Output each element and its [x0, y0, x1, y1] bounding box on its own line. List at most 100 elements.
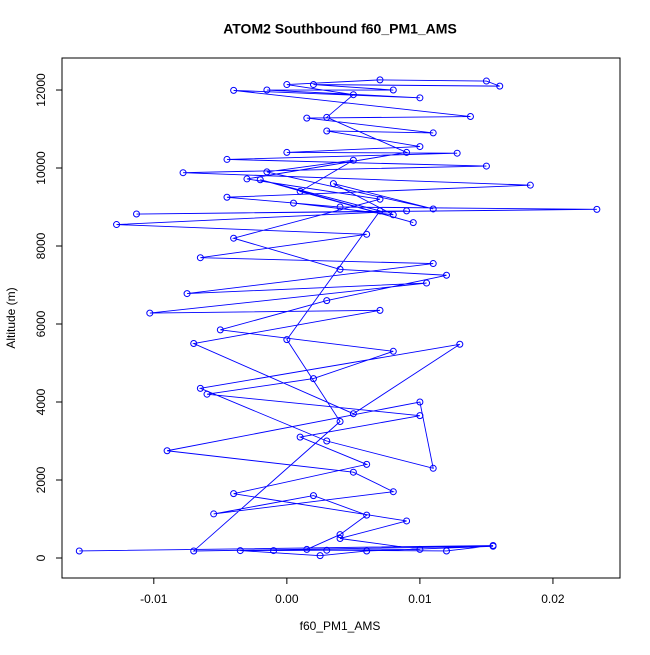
data-point [223, 193, 231, 201]
x-tick-label: -0.01 [140, 592, 168, 606]
data-point [466, 113, 474, 121]
data-point [593, 205, 601, 213]
data-point [389, 86, 397, 94]
data-point [243, 175, 251, 183]
data-point [403, 148, 411, 156]
data-point [163, 447, 171, 455]
data-point [146, 309, 154, 317]
data-point [283, 81, 291, 89]
data-point [349, 156, 357, 164]
data-point [376, 306, 384, 314]
x-tick-label: 0.02 [541, 592, 565, 606]
data-point [336, 265, 344, 273]
data-point [336, 203, 344, 211]
data-point [443, 547, 451, 555]
data-point [526, 181, 534, 189]
data-point [389, 211, 397, 219]
data-point [482, 77, 490, 85]
y-tick-label: 4000 [34, 388, 48, 415]
data-point [423, 279, 431, 287]
data-point [179, 169, 187, 177]
data-point [283, 336, 291, 344]
data-point [429, 260, 437, 268]
data-point [349, 410, 357, 418]
data-point [443, 271, 451, 279]
y-tick-label: 8000 [34, 232, 48, 259]
data-point [133, 210, 141, 218]
data-point [190, 340, 198, 348]
data-point [303, 114, 311, 122]
data-point [389, 347, 397, 355]
data-point [216, 326, 224, 334]
data-point [303, 545, 311, 553]
data-point [363, 460, 371, 468]
data-point [309, 375, 317, 383]
data-point [296, 187, 304, 195]
plot-frame [61, 57, 621, 579]
chart-title: ATOM2 Southbound f60_PM1_AMS [223, 21, 457, 37]
data-point [256, 176, 264, 184]
data-point [416, 94, 424, 102]
data-point [230, 234, 238, 242]
data-point [376, 195, 384, 203]
data-point [336, 531, 344, 539]
data-point [203, 390, 211, 398]
data-point [323, 127, 331, 135]
x-tick-label: 0.01 [408, 592, 432, 606]
data-point [453, 149, 461, 157]
data-point [230, 490, 238, 498]
data-point [416, 143, 424, 151]
data-point [210, 510, 218, 518]
data-point [223, 155, 231, 163]
data-point [236, 547, 244, 555]
data-point [263, 86, 271, 94]
data-point [323, 297, 331, 305]
data-point [230, 86, 238, 94]
x-axis-label: f60_PM1_AMS [300, 619, 381, 633]
data-point [363, 547, 371, 555]
data-point [416, 545, 424, 553]
data-point [429, 129, 437, 137]
data-point [283, 148, 291, 156]
data-point [183, 290, 191, 298]
data-point [309, 492, 317, 500]
data-point [349, 91, 357, 99]
x-tick-label: 0.00 [275, 592, 299, 606]
data-point [323, 546, 331, 554]
data-point [263, 168, 271, 176]
data-point [190, 547, 198, 555]
data-point [363, 511, 371, 519]
y-tick-label: 12000 [34, 73, 48, 107]
data-point [196, 384, 204, 392]
data-point [296, 433, 304, 441]
data-point [323, 437, 331, 445]
data-point [403, 207, 411, 215]
data-point [336, 418, 344, 426]
data-point [270, 547, 278, 555]
data-point [376, 207, 384, 215]
data-point [403, 517, 411, 525]
data-point [75, 547, 83, 555]
data-point [389, 488, 397, 496]
data-point [349, 468, 357, 476]
data-point [316, 552, 324, 560]
data-point [329, 180, 337, 188]
y-tick-label: 2000 [34, 466, 48, 493]
data-point [496, 82, 504, 90]
y-axis-label: Altitude (m) [4, 287, 18, 348]
data-point [196, 254, 204, 262]
data-point [363, 230, 371, 238]
data-point [323, 113, 331, 121]
y-tick-label: 10000 [34, 151, 48, 185]
data-point [376, 76, 384, 84]
data-point [429, 464, 437, 472]
data-point [409, 219, 417, 227]
data-point [416, 412, 424, 420]
data-point [309, 81, 317, 89]
data-point [429, 205, 437, 213]
data-point [489, 542, 497, 550]
y-tick-label: 6000 [34, 310, 48, 337]
data-point [113, 221, 121, 229]
data-point [482, 162, 490, 170]
